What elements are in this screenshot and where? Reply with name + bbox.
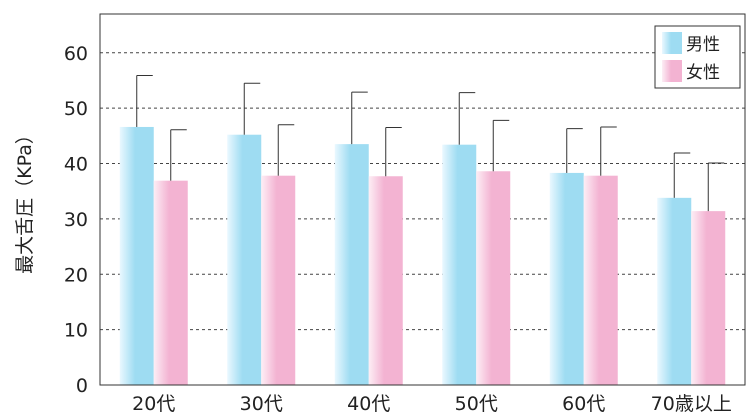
- y-tick-label: 40: [64, 154, 88, 176]
- x-tick-label: 20代: [132, 393, 175, 415]
- legend-label: 女性: [686, 63, 720, 83]
- y-tick-label: 10: [64, 320, 88, 342]
- x-tick-label: 60代: [562, 393, 605, 415]
- bar-男性-30代: [227, 134, 262, 385]
- y-tick-label: 50: [64, 98, 88, 120]
- y-axis-title: 最大舌圧（KPa）: [14, 125, 36, 274]
- bar-女性-40代: [368, 176, 403, 385]
- x-tick-label: 70歳以上: [651, 393, 732, 415]
- x-tick-labels: 20代 30代 40代 50代 60代 70歳以上: [132, 393, 732, 415]
- bar-女性-30代: [261, 175, 296, 385]
- error-bars: [136, 74, 725, 212]
- y-tick-labels: 0 10 20 30 40 50 60: [64, 43, 88, 397]
- y-tick-label: 0: [76, 375, 88, 397]
- bar-男性-70歳以上: [657, 197, 692, 385]
- bar-男性-60代: [549, 172, 584, 385]
- x-tick-label: 30代: [240, 393, 283, 415]
- bar-男性-40代: [334, 144, 369, 385]
- plot-frame: [99, 13, 746, 386]
- x-tick-label: 50代: [455, 393, 498, 415]
- legend-label: 男性: [686, 35, 720, 55]
- legend-swatch: [662, 32, 682, 54]
- gridlines: [100, 52, 745, 331]
- y-tick-label: 60: [64, 43, 88, 65]
- bar-女性-20代: [153, 180, 188, 385]
- x-tick-label: 40代: [347, 393, 390, 415]
- y-tick-label: 20: [64, 264, 88, 286]
- bar-女性-70歳以上: [691, 211, 726, 385]
- bar-女性-50代: [476, 171, 511, 385]
- legend-swatch: [662, 60, 682, 82]
- bar-女性-60代: [583, 175, 618, 385]
- y-tick-label: 30: [64, 209, 88, 231]
- bar-男性-50代: [442, 144, 477, 385]
- bar-男性-20代: [119, 126, 154, 386]
- bars: [119, 126, 726, 386]
